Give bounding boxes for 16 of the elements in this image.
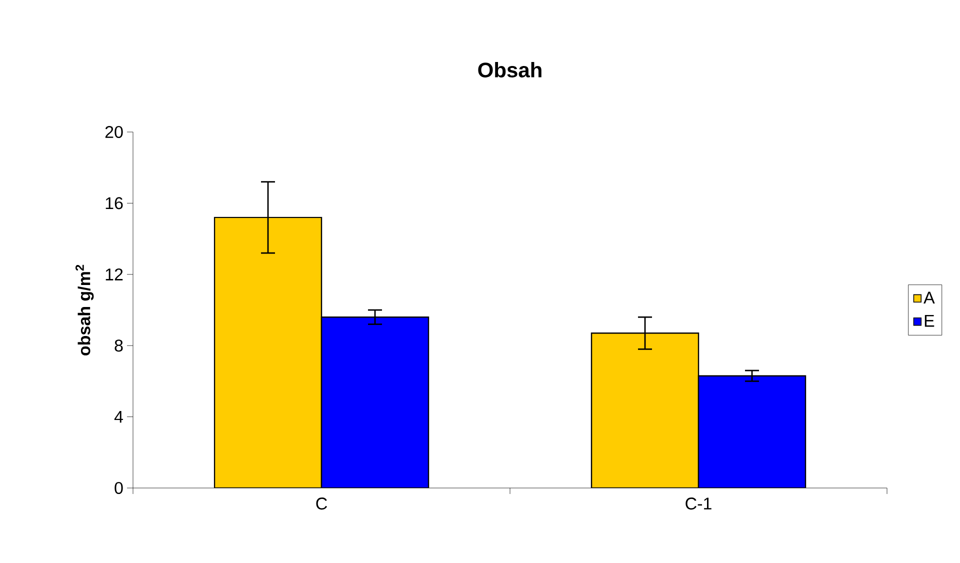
chart-title: Obsah xyxy=(478,62,542,78)
y-tick-label: 0 xyxy=(114,482,123,494)
legend-label: E xyxy=(924,314,934,327)
y-tick-label: 8 xyxy=(114,340,123,352)
legend-label: A xyxy=(924,292,935,304)
bar xyxy=(698,375,806,488)
bar xyxy=(214,216,322,488)
y-axis-title: obsah g/m$^{2}$ xyxy=(76,264,94,356)
y-tick-label: 16 xyxy=(106,197,123,210)
x-tick-label: C xyxy=(316,498,328,510)
y-tick-label: 4 xyxy=(114,410,123,423)
bar xyxy=(590,332,700,488)
bar xyxy=(320,316,430,488)
y-tick-label: 20 xyxy=(105,126,123,138)
y-tick-label: 12 xyxy=(106,268,123,280)
x-tick-label: C-1 xyxy=(686,498,712,510)
